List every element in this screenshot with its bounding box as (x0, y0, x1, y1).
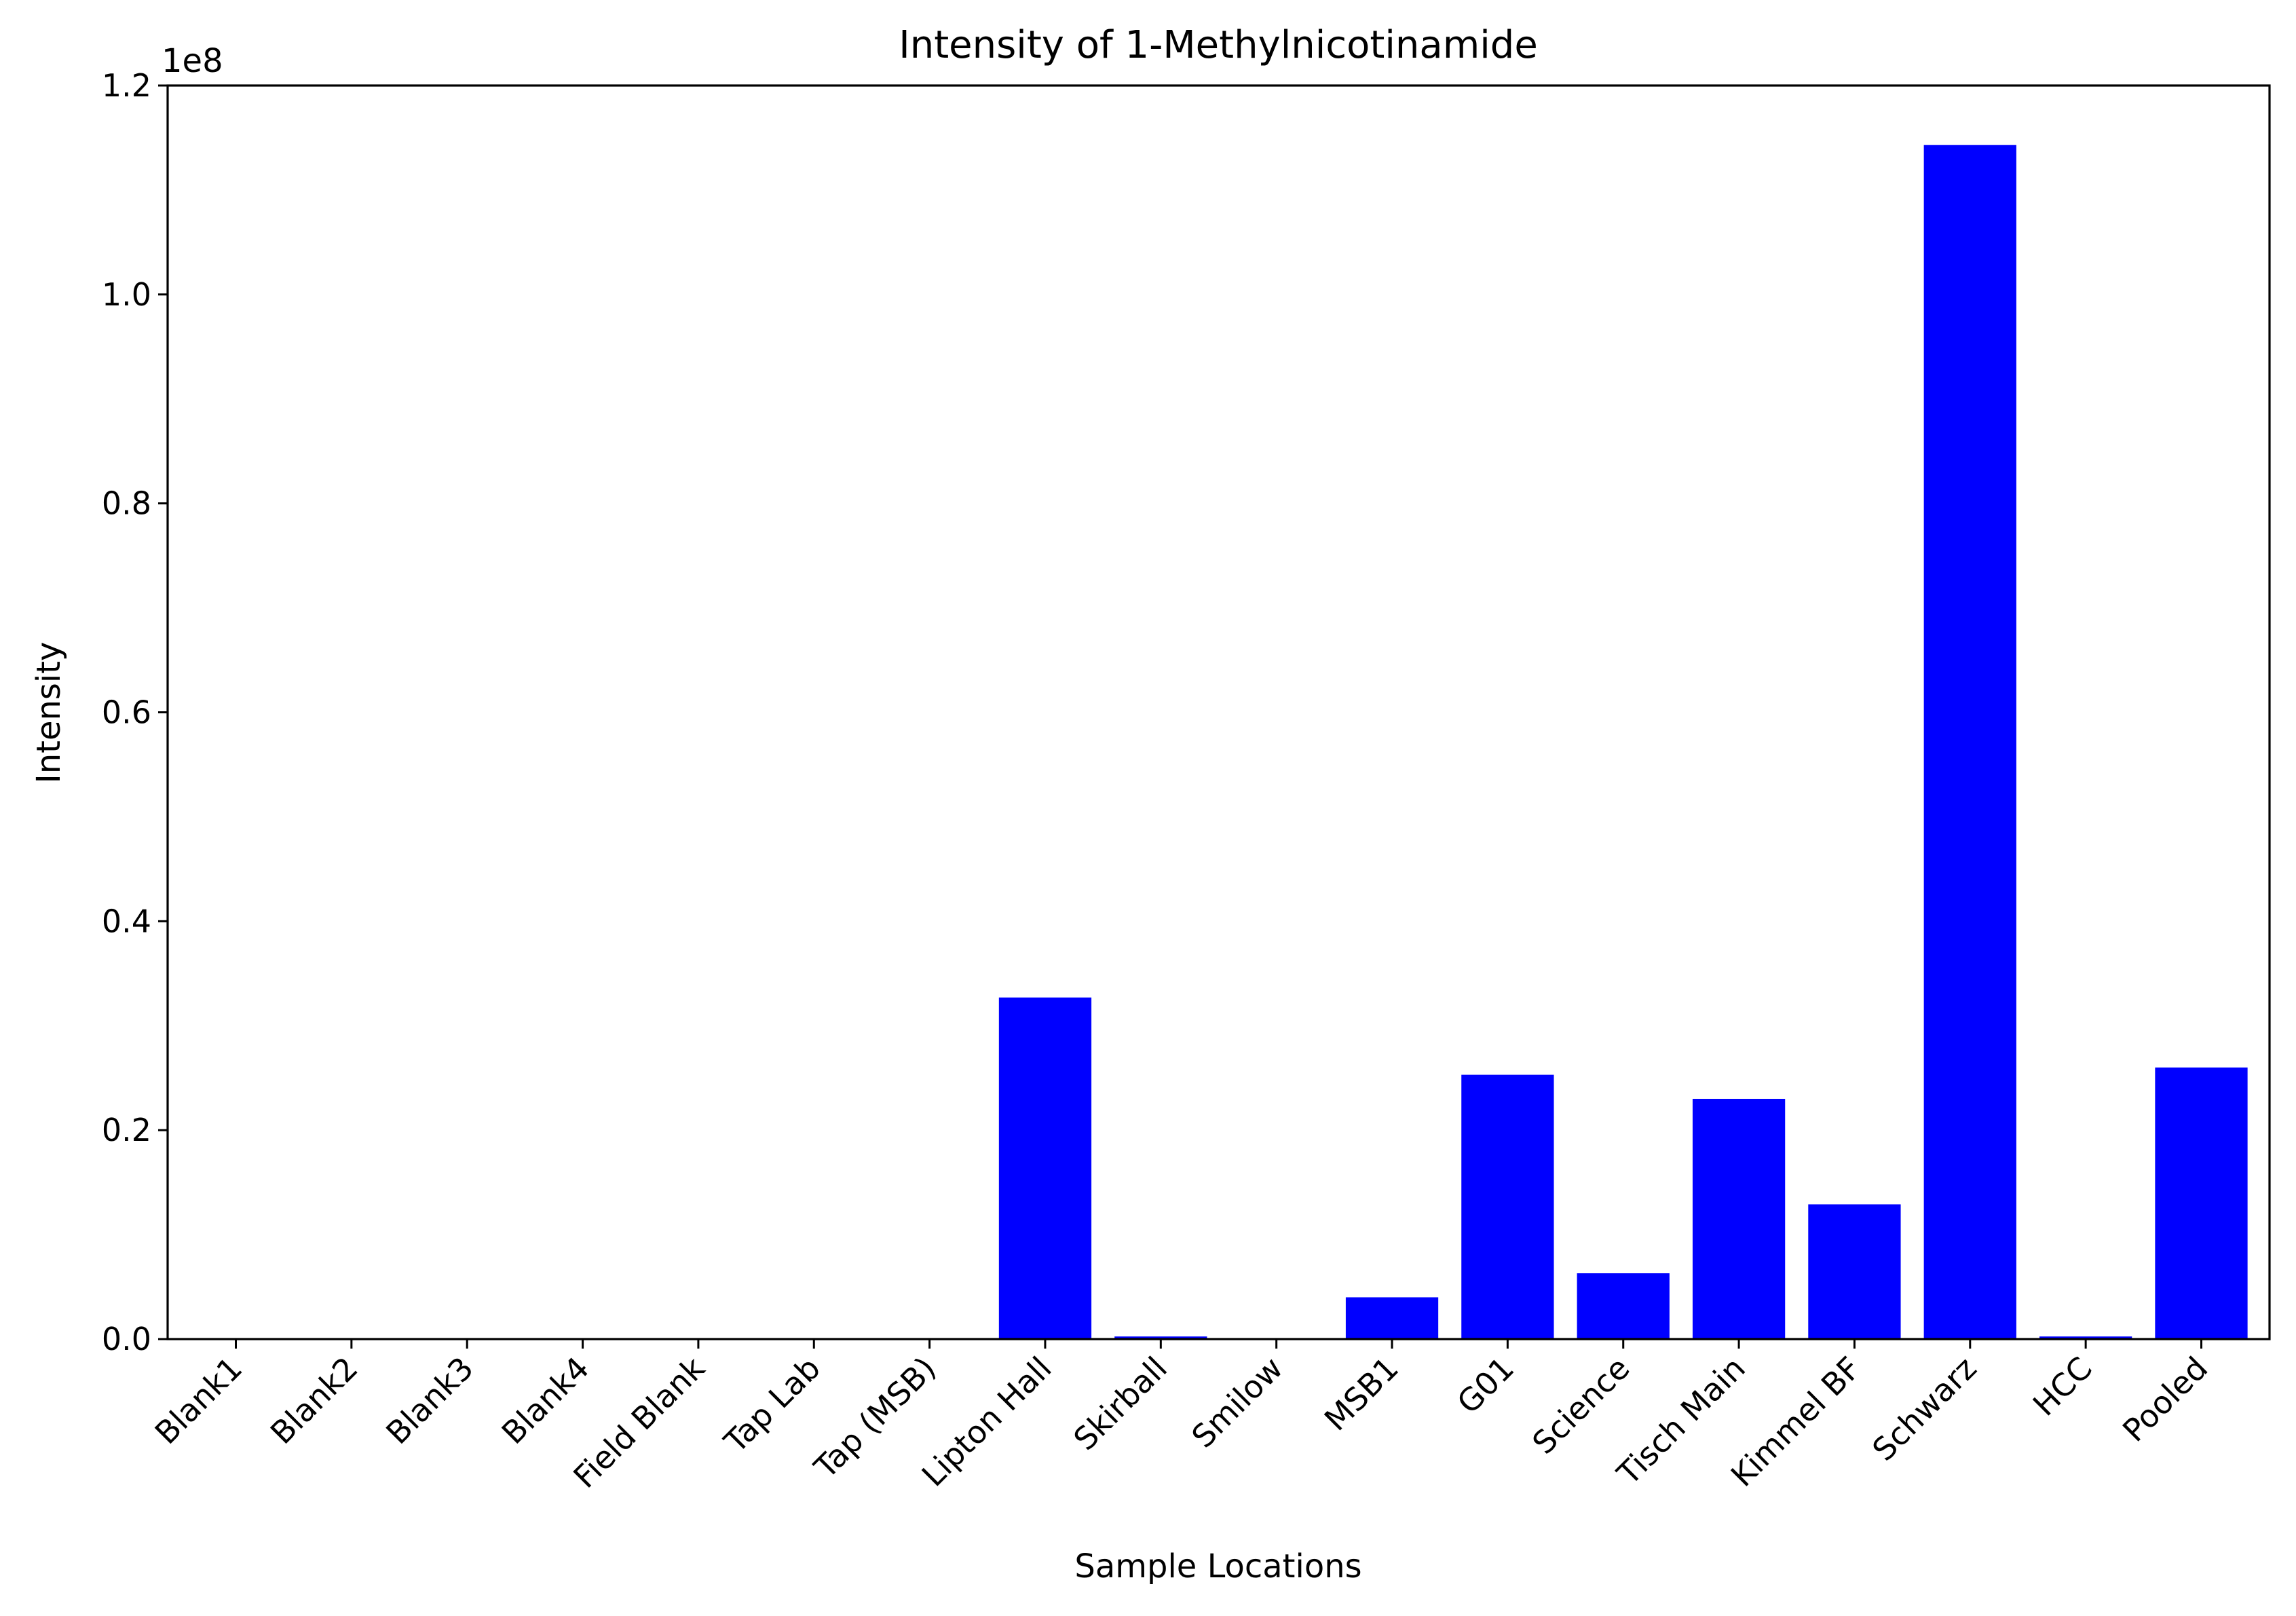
y-tick-label: 0.0 (102, 1321, 151, 1357)
bar (1114, 1336, 1207, 1339)
bar (1923, 145, 2016, 1339)
x-axis-label: Sample Locations (1074, 1547, 1361, 1585)
bar (998, 997, 1092, 1339)
chart-title: Intensity of 1-Methylnicotinamide (899, 23, 1538, 67)
y-tick-label: 1.2 (102, 67, 151, 104)
y-axis-ticks: 0.0 0.2 0.4 0.6 0.8 1.0 1.2 (102, 67, 168, 1357)
bar (2155, 1067, 2248, 1339)
bars-layer (998, 145, 2248, 1339)
y-tick-label: 0.8 (102, 485, 151, 522)
y-axis-offset-label: 1e8 (162, 42, 223, 80)
y-tick-label: 0.6 (102, 694, 151, 731)
bar (1577, 1273, 1670, 1339)
y-tick-label: 0.4 (102, 903, 151, 939)
bar (1808, 1204, 1901, 1339)
y-tick-label: 0.2 (102, 1112, 151, 1148)
bar (1345, 1297, 1439, 1339)
y-tick-label: 1.0 (102, 276, 151, 313)
bar (2039, 1336, 2132, 1339)
plot-frame (166, 84, 2271, 1340)
bar (1461, 1074, 1554, 1339)
bar (1692, 1098, 1786, 1339)
y-axis-label: Intensity (30, 642, 68, 784)
